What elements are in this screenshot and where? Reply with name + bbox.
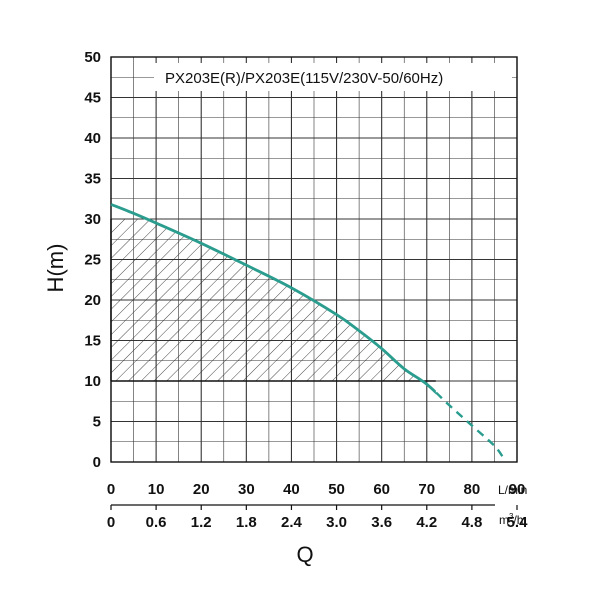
- x-tick-label-secondary: 0: [107, 514, 115, 531]
- x-tick-label: 30: [238, 481, 255, 498]
- x-tick-label-secondary: 3.6: [371, 514, 392, 531]
- x-unit-secondary: m3/h: [499, 512, 523, 527]
- y-tick-label: 0: [93, 454, 101, 471]
- x-tick-label-secondary: 2.4: [281, 514, 303, 531]
- y-tick-label: 20: [84, 292, 101, 309]
- x-tick-label-secondary: 0.6: [146, 514, 167, 531]
- x-unit-primary: L/min: [498, 483, 527, 497]
- x-tick-label: 0: [107, 481, 115, 498]
- y-tick-label: 45: [84, 90, 101, 107]
- x-tick-label-secondary: 4.2: [416, 514, 437, 531]
- x-tick-label: 40: [283, 481, 300, 498]
- chart-title: PX203E(R)/PX203E(115V/230V-50/60Hz): [165, 70, 443, 87]
- y-tick-label: 40: [84, 130, 101, 147]
- hatched-area: [111, 219, 423, 381]
- x-tick-label-secondary: 1.8: [236, 514, 257, 531]
- x-axis-ticks-primary: 0 10 20 30 40 50 60 70 80 90: [107, 481, 526, 510]
- x-tick-label: 80: [464, 481, 481, 498]
- x-tick-label: 60: [373, 481, 390, 498]
- x-tick-label: 50: [328, 481, 345, 498]
- chart-title-box: [154, 63, 512, 91]
- y-tick-label: 10: [84, 373, 101, 390]
- x-tick-label: 70: [418, 481, 435, 498]
- y-tick-label: 30: [84, 211, 101, 228]
- x-tick-label: 90: [509, 481, 526, 498]
- x-tick-label-secondary: 1.2: [191, 514, 212, 531]
- y-tick-label: 15: [84, 333, 101, 350]
- y-tick-label: 50: [84, 49, 101, 66]
- x-tick-label: 20: [193, 481, 210, 498]
- x-axis-ticks-secondary: 0 0.6 1.2 1.8 2.4 3.0 3.6 4.2 4.8 5.4: [107, 514, 528, 531]
- shaded-operating-region: [110, 219, 436, 382]
- x-tick-label-secondary: 5.4: [507, 514, 529, 531]
- y-axis-label: H(m): [43, 244, 68, 293]
- curve-layer: [110, 203, 505, 459]
- x-tick-label: 10: [148, 481, 165, 498]
- y-axis-ticks: 0 5 10 15 20 25 30 35 40 45 50: [84, 49, 101, 471]
- x-tick-label-secondary: 3.0: [326, 514, 347, 531]
- y-tick-label: 35: [84, 171, 101, 188]
- x-axis-label: Q: [296, 542, 313, 567]
- y-tick-label: 5: [93, 414, 101, 431]
- y-tick-label: 25: [84, 252, 101, 269]
- x-tick-label-secondary: 4.8: [461, 514, 482, 531]
